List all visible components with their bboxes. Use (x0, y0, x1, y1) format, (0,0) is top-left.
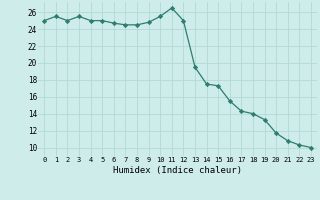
X-axis label: Humidex (Indice chaleur): Humidex (Indice chaleur) (113, 166, 242, 175)
